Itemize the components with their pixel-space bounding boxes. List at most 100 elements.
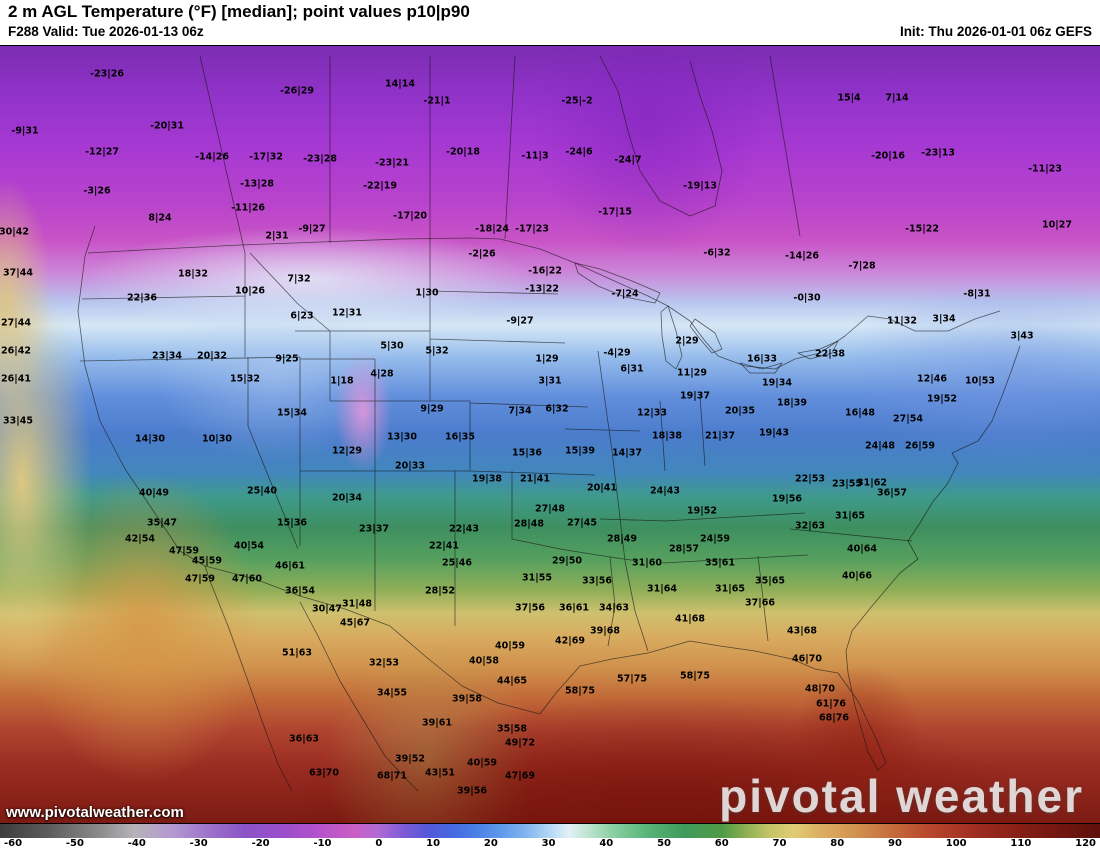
point-value: 25|46 xyxy=(442,557,472,569)
point-value: 31|64 xyxy=(647,583,677,595)
point-value: 19|56 xyxy=(772,493,802,505)
point-value: -23|13 xyxy=(921,147,955,159)
point-value: 68|71 xyxy=(377,770,407,782)
point-value: 40|66 xyxy=(842,570,872,582)
point-value: 41|68 xyxy=(675,613,705,625)
point-value: 37|66 xyxy=(745,597,775,609)
point-value: 27|44 xyxy=(1,317,31,329)
point-value: -25|-2 xyxy=(561,95,593,107)
point-value: 11|29 xyxy=(677,367,707,379)
point-value: 47|60 xyxy=(232,573,262,585)
point-value: 15|36 xyxy=(277,517,307,529)
point-value: 21|37 xyxy=(705,430,735,442)
point-value: 58|75 xyxy=(680,670,710,682)
point-value: 15|39 xyxy=(565,445,595,457)
point-value: 27|45 xyxy=(567,517,597,529)
site-watermark: www.pivotalweather.com xyxy=(6,804,184,821)
point-value: -23|21 xyxy=(375,157,409,169)
coastline-pacific xyxy=(77,225,293,792)
point-value: 32|53 xyxy=(369,657,399,669)
point-value: 19|52 xyxy=(927,393,957,405)
colorbar-tick-label: 10 xyxy=(426,838,441,849)
point-value: 11|32 xyxy=(887,315,917,327)
point-value: 32|63 xyxy=(795,520,825,532)
point-value: -18|24 xyxy=(475,223,509,235)
point-value: 10|26 xyxy=(235,285,265,297)
point-value: 33|56 xyxy=(582,575,612,587)
point-value: 39|68 xyxy=(590,625,620,637)
point-value: -8|31 xyxy=(963,288,991,300)
point-value: 39|56 xyxy=(457,785,487,797)
point-value: -9|27 xyxy=(298,223,326,235)
point-value: 61|76 xyxy=(816,698,846,710)
colorbar-tick-label: 30 xyxy=(541,838,556,849)
border-us-mexico xyxy=(204,565,541,715)
point-value: 30|47 xyxy=(312,603,342,615)
point-value: 1|29 xyxy=(535,353,559,365)
map-header: 2 m AGL Temperature (°F) [median]; point… xyxy=(0,0,1100,45)
colorbar-tick-label: -30 xyxy=(189,838,208,849)
colorbar-tick-label: -10 xyxy=(313,838,332,849)
point-value: 40|54 xyxy=(234,540,264,552)
point-value: 49|72 xyxy=(505,737,535,749)
colorbar-tick-label: 50 xyxy=(657,838,671,849)
point-value: 5|32 xyxy=(425,345,449,357)
point-value: 19|43 xyxy=(759,427,789,439)
point-value: -15|22 xyxy=(905,223,939,235)
point-value: 6|32 xyxy=(545,403,569,415)
point-value: 42|69 xyxy=(555,635,585,647)
point-value: 16|48 xyxy=(845,407,875,419)
point-value: 63|70 xyxy=(309,767,339,779)
point-value: 24|43 xyxy=(650,485,680,497)
point-value: 44|65 xyxy=(497,675,527,687)
point-value: -24|6 xyxy=(565,146,593,158)
point-value: 15|36 xyxy=(512,447,542,459)
point-value: 7|34 xyxy=(508,405,532,417)
point-value: -7|28 xyxy=(848,260,876,272)
point-value: -11|26 xyxy=(231,202,265,214)
point-value: 36|63 xyxy=(289,733,319,745)
point-value: 13|30 xyxy=(387,431,417,443)
point-value: 58|75 xyxy=(565,685,595,697)
point-value: -23|28 xyxy=(303,153,337,165)
point-value: 15|32 xyxy=(230,373,260,385)
map-subheader: F288 Valid: Tue 2026-01-13 06z Init: Thu… xyxy=(8,24,1092,39)
point-value: 12|33 xyxy=(637,407,667,419)
point-value: 22|41 xyxy=(429,540,459,552)
us-state-borders xyxy=(79,239,913,652)
point-value: 36|61 xyxy=(559,602,589,614)
colorbar-tick-label: -20 xyxy=(251,838,270,849)
point-value: 9|25 xyxy=(275,353,299,365)
point-value: 14|30 xyxy=(135,433,165,445)
point-value: 10|30 xyxy=(202,433,232,445)
point-value: 4|28 xyxy=(370,368,394,380)
geography-overlay xyxy=(77,55,1021,792)
init-time-label: Init: Thu 2026-01-01 06z GEFS xyxy=(899,24,1092,40)
point-value: 2|31 xyxy=(265,230,289,242)
colorbar-tick-label: -50 xyxy=(65,838,84,849)
point-value: 26|41 xyxy=(1,373,31,385)
point-value: -12|27 xyxy=(85,146,119,158)
point-value: 23|34 xyxy=(152,350,182,362)
point-value: 27|54 xyxy=(893,413,923,425)
point-value: 20|41 xyxy=(587,482,617,494)
point-value: -19|13 xyxy=(683,180,717,192)
map-canvas: -23|26 -26|29 14|14 -21|1 -25|-2 15|4 7|14 -9|3… xyxy=(0,45,1100,824)
point-value: 46|61 xyxy=(275,560,305,572)
point-value: 18|32 xyxy=(178,268,208,280)
point-value: 2|29 xyxy=(675,335,699,347)
point-value: 7|14 xyxy=(885,92,909,104)
point-value: 43|51 xyxy=(425,767,455,779)
point-value: 23|37 xyxy=(359,523,389,535)
lake-huron-outline xyxy=(689,318,723,354)
colorbar-tick-label: 120 xyxy=(1075,838,1096,849)
point-value: 35|61 xyxy=(705,557,735,569)
point-value: 22|53 xyxy=(795,473,825,485)
point-value: 43|68 xyxy=(787,625,817,637)
colorbar: -60 -50 -40 -30 -20 -10 0 10 20 30 40 50 60 70 80 90 100… xyxy=(0,824,1100,850)
point-value: -20|18 xyxy=(446,146,480,158)
border-us-canada xyxy=(87,237,1001,370)
point-value: 31|65 xyxy=(835,510,865,522)
point-value: 19|52 xyxy=(687,505,717,517)
point-value: 3|34 xyxy=(932,313,956,325)
